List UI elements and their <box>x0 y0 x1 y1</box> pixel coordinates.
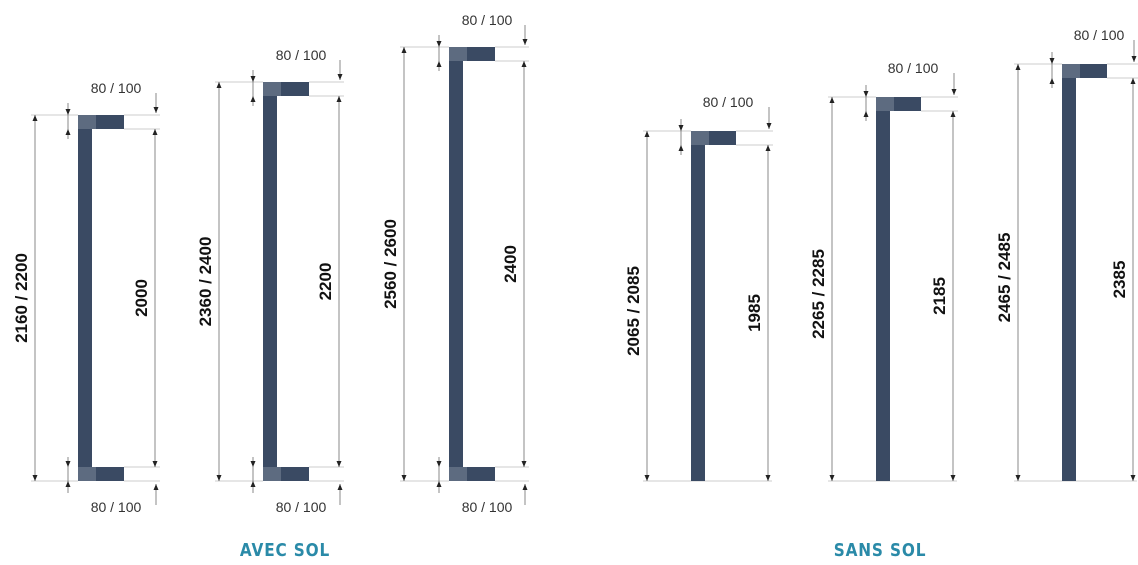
avec-sol-label: AVEC SOL <box>239 540 331 561</box>
arrow-head <box>950 111 956 117</box>
arrow-head <box>951 89 957 95</box>
arrow-head <box>32 115 38 121</box>
total-height-label: 2360 / 2400 <box>196 237 215 327</box>
profile-corner <box>691 131 709 145</box>
arrow-head <box>1131 56 1137 62</box>
arrow-head <box>950 475 956 481</box>
profile-corner <box>449 467 467 481</box>
arrow-head <box>152 461 158 467</box>
profile-corner <box>1062 64 1080 78</box>
arrow-head <box>1130 475 1136 481</box>
arrow-head <box>1015 475 1021 481</box>
arrow-head <box>152 129 158 135</box>
total-height-label: 2465 / 2485 <box>995 233 1014 323</box>
arrow-head <box>65 481 71 487</box>
arrow-head <box>1130 78 1136 84</box>
arrow-head <box>1015 64 1021 70</box>
arrow-head <box>521 61 527 67</box>
arrow-head <box>153 107 159 113</box>
arrow-head <box>829 475 835 481</box>
bottom-width-label: 80 / 100 <box>462 499 513 515</box>
arrow-head <box>522 39 528 45</box>
inner-height-label: 2000 <box>132 279 151 317</box>
arrow-head <box>829 97 835 103</box>
arrow-head <box>337 484 343 490</box>
arrow-head <box>250 461 256 467</box>
profile-corner <box>263 467 281 481</box>
total-height-label: 2065 / 2085 <box>624 266 643 356</box>
arrow-head <box>644 475 650 481</box>
arrow-head <box>250 76 256 82</box>
arrow-head <box>863 91 869 97</box>
arrow-head <box>436 461 442 467</box>
arrow-head <box>337 74 343 80</box>
arrow-head <box>65 461 71 467</box>
arrow-head <box>336 461 342 467</box>
profile-corner <box>263 82 281 96</box>
profile-vertical <box>78 115 92 481</box>
arrow-head <box>336 96 342 102</box>
arrow-head <box>250 481 256 487</box>
profile-vertical <box>1062 64 1076 481</box>
arrow-head <box>765 475 771 481</box>
arrow-head <box>678 125 684 131</box>
top-width-label: 80 / 100 <box>1074 27 1125 43</box>
top-width-label: 80 / 100 <box>462 12 513 28</box>
profile-corner <box>78 467 96 481</box>
arrow-head <box>32 475 38 481</box>
arrow-head <box>678 145 684 151</box>
top-width-label: 80 / 100 <box>888 60 939 76</box>
arrow-head <box>250 96 256 102</box>
arrow-head <box>765 145 771 151</box>
arrow-head <box>216 82 222 88</box>
arrow-head <box>766 123 772 129</box>
top-width-label: 80 / 100 <box>91 80 142 96</box>
bottom-width-label: 80 / 100 <box>276 499 327 515</box>
arrow-head <box>216 475 222 481</box>
inner-height-label: 1985 <box>745 294 764 332</box>
inner-height-label: 2185 <box>930 277 949 315</box>
sans-sol-label: SANS SOL <box>833 540 927 561</box>
arrow-head <box>65 109 71 115</box>
arrow-head <box>1049 58 1055 64</box>
arrow-head <box>65 129 71 135</box>
arrow-head <box>153 484 159 490</box>
arrow-head <box>644 131 650 137</box>
arrow-head <box>1049 78 1055 84</box>
inner-height-label: 2385 <box>1110 261 1129 299</box>
top-width-label: 80 / 100 <box>703 94 754 110</box>
arrow-head <box>436 481 442 487</box>
inner-height-label: 2200 <box>316 263 335 301</box>
profile-vertical <box>263 82 277 481</box>
profile-vertical <box>691 131 705 481</box>
bottom-width-label: 80 / 100 <box>91 499 142 515</box>
profile-vertical <box>876 97 890 481</box>
profile-vertical <box>449 47 463 481</box>
arrow-head <box>401 47 407 53</box>
arrow-head <box>522 484 528 490</box>
total-height-label: 2560 / 2600 <box>381 219 400 309</box>
profile-corner <box>876 97 894 111</box>
arrow-head <box>436 61 442 67</box>
profile-corner <box>78 115 96 129</box>
total-height-label: 2160 / 2200 <box>12 253 31 343</box>
arrow-head <box>436 41 442 47</box>
arrow-head <box>521 461 527 467</box>
top-width-label: 80 / 100 <box>276 47 327 63</box>
arrow-head <box>401 475 407 481</box>
inner-height-label: 2400 <box>501 245 520 283</box>
total-height-label: 2265 / 2285 <box>809 249 828 339</box>
arrow-head <box>863 111 869 117</box>
profile-corner <box>449 47 467 61</box>
